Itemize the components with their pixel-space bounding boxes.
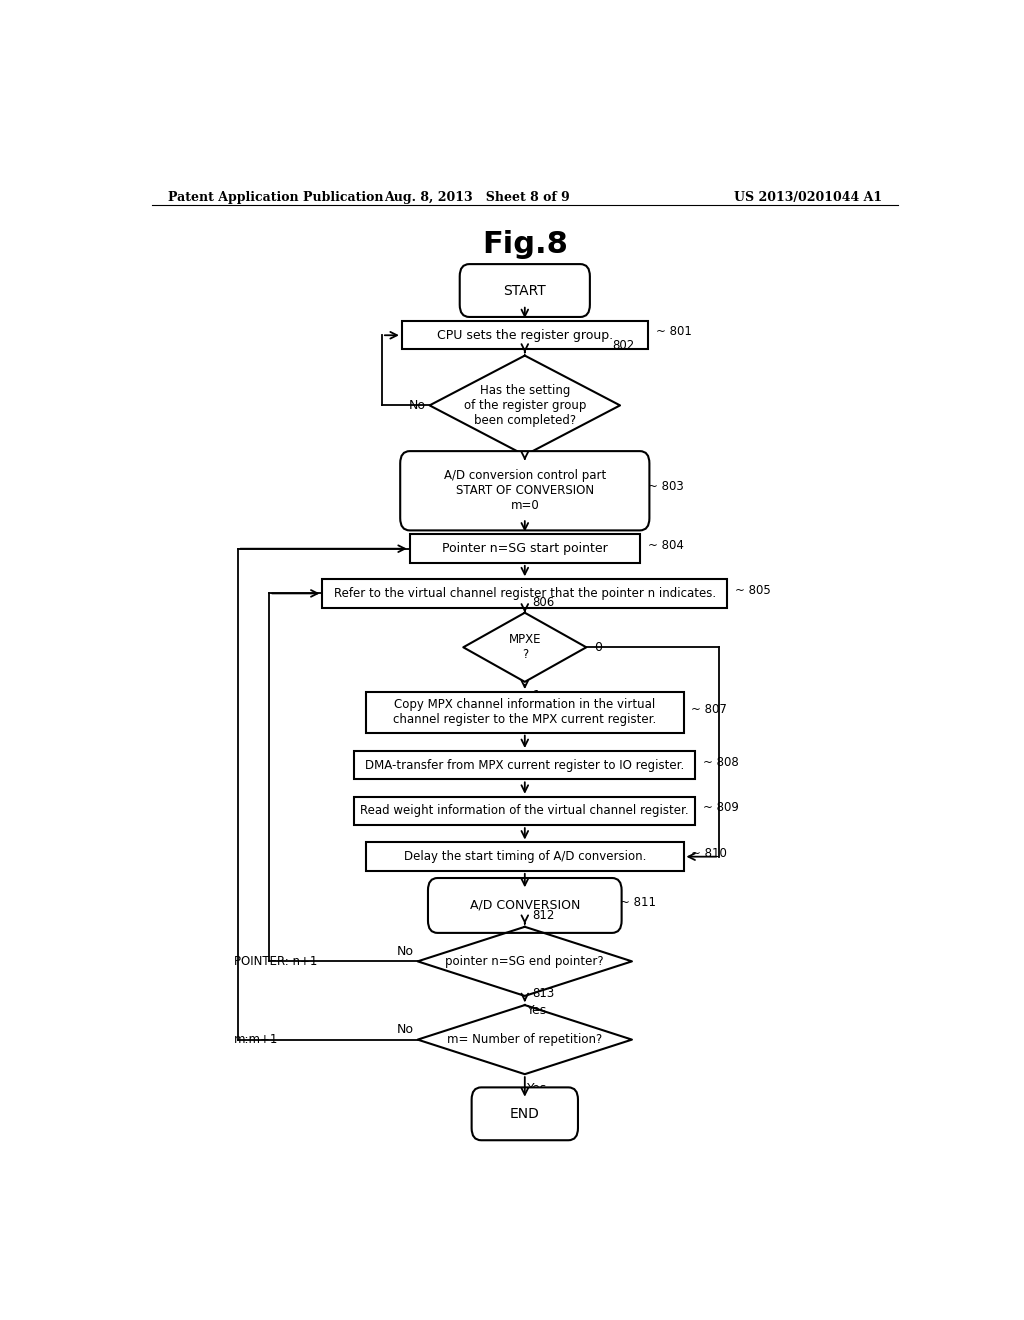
Bar: [323, 579, 727, 607]
Polygon shape: [418, 1005, 632, 1074]
Text: US 2013/0201044 A1: US 2013/0201044 A1: [734, 190, 882, 203]
Text: ~ 808: ~ 808: [703, 755, 739, 768]
Text: MPXE
?: MPXE ?: [509, 634, 541, 661]
Text: Refer to the virtual channel register that the pointer n indicates.: Refer to the virtual channel register th…: [334, 587, 716, 599]
Text: ~ 804: ~ 804: [648, 539, 684, 552]
Polygon shape: [430, 355, 620, 455]
Bar: [354, 797, 695, 825]
Text: Copy MPX channel information in the virtual
channel register to the MPX current : Copy MPX channel information in the virt…: [393, 698, 656, 726]
Text: ~ 805: ~ 805: [735, 583, 771, 597]
FancyBboxPatch shape: [400, 451, 649, 531]
Text: 0: 0: [594, 640, 602, 653]
Text: Yes: Yes: [526, 1005, 547, 1016]
Text: m= Number of repetition?: m= Number of repetition?: [447, 1034, 602, 1047]
Text: ~ 810: ~ 810: [691, 847, 727, 861]
Text: 1: 1: [532, 689, 541, 702]
Text: CPU sets the register group.: CPU sets the register group.: [437, 329, 612, 342]
Text: Delay the start timing of A/D conversion.: Delay the start timing of A/D conversion…: [403, 850, 646, 863]
Polygon shape: [463, 612, 587, 682]
Text: Read weight information of the virtual channel register.: Read weight information of the virtual c…: [360, 804, 689, 817]
Text: No: No: [409, 399, 426, 412]
Text: 813: 813: [532, 987, 555, 1001]
Text: A/D CONVERSION: A/D CONVERSION: [470, 899, 580, 912]
Text: Yes: Yes: [526, 1082, 547, 1096]
Text: END: END: [510, 1106, 540, 1121]
Text: ~ 803: ~ 803: [648, 480, 684, 494]
Bar: [367, 692, 684, 733]
Bar: [401, 321, 648, 350]
Text: 802: 802: [612, 338, 634, 351]
Text: Has the setting
of the register group
been completed?: Has the setting of the register group be…: [464, 384, 586, 426]
Text: START: START: [504, 284, 546, 297]
FancyBboxPatch shape: [472, 1088, 578, 1140]
Text: pointer n=SG end pointer?: pointer n=SG end pointer?: [445, 954, 604, 968]
Text: ~ 807: ~ 807: [691, 702, 727, 715]
Text: 806: 806: [532, 595, 555, 609]
Text: 812: 812: [532, 908, 555, 921]
Bar: [410, 535, 640, 562]
Text: ~ 809: ~ 809: [703, 801, 739, 814]
Bar: [354, 751, 695, 779]
Text: Pointer n=SG start pointer: Pointer n=SG start pointer: [442, 543, 607, 556]
Text: Patent Application Publication: Patent Application Publication: [168, 190, 383, 203]
Text: DMA-transfer from MPX current register to IO register.: DMA-transfer from MPX current register t…: [366, 759, 684, 772]
Text: ~ 811: ~ 811: [620, 896, 656, 909]
Text: No: No: [396, 1023, 414, 1036]
Text: ~ 801: ~ 801: [655, 325, 691, 338]
Text: Yes: Yes: [526, 463, 547, 477]
Text: POINTER: n+1: POINTER: n+1: [233, 954, 316, 968]
FancyBboxPatch shape: [460, 264, 590, 317]
Bar: [367, 842, 684, 871]
Text: No: No: [396, 945, 414, 958]
Text: A/D conversion control part
START OF CONVERSION
m=0: A/D conversion control part START OF CON…: [443, 470, 606, 512]
Text: Aug. 8, 2013   Sheet 8 of 9: Aug. 8, 2013 Sheet 8 of 9: [384, 190, 570, 203]
Text: Fig.8: Fig.8: [482, 230, 567, 259]
Text: m:m+1: m:m+1: [233, 1034, 278, 1047]
FancyBboxPatch shape: [428, 878, 622, 933]
Polygon shape: [418, 927, 632, 995]
